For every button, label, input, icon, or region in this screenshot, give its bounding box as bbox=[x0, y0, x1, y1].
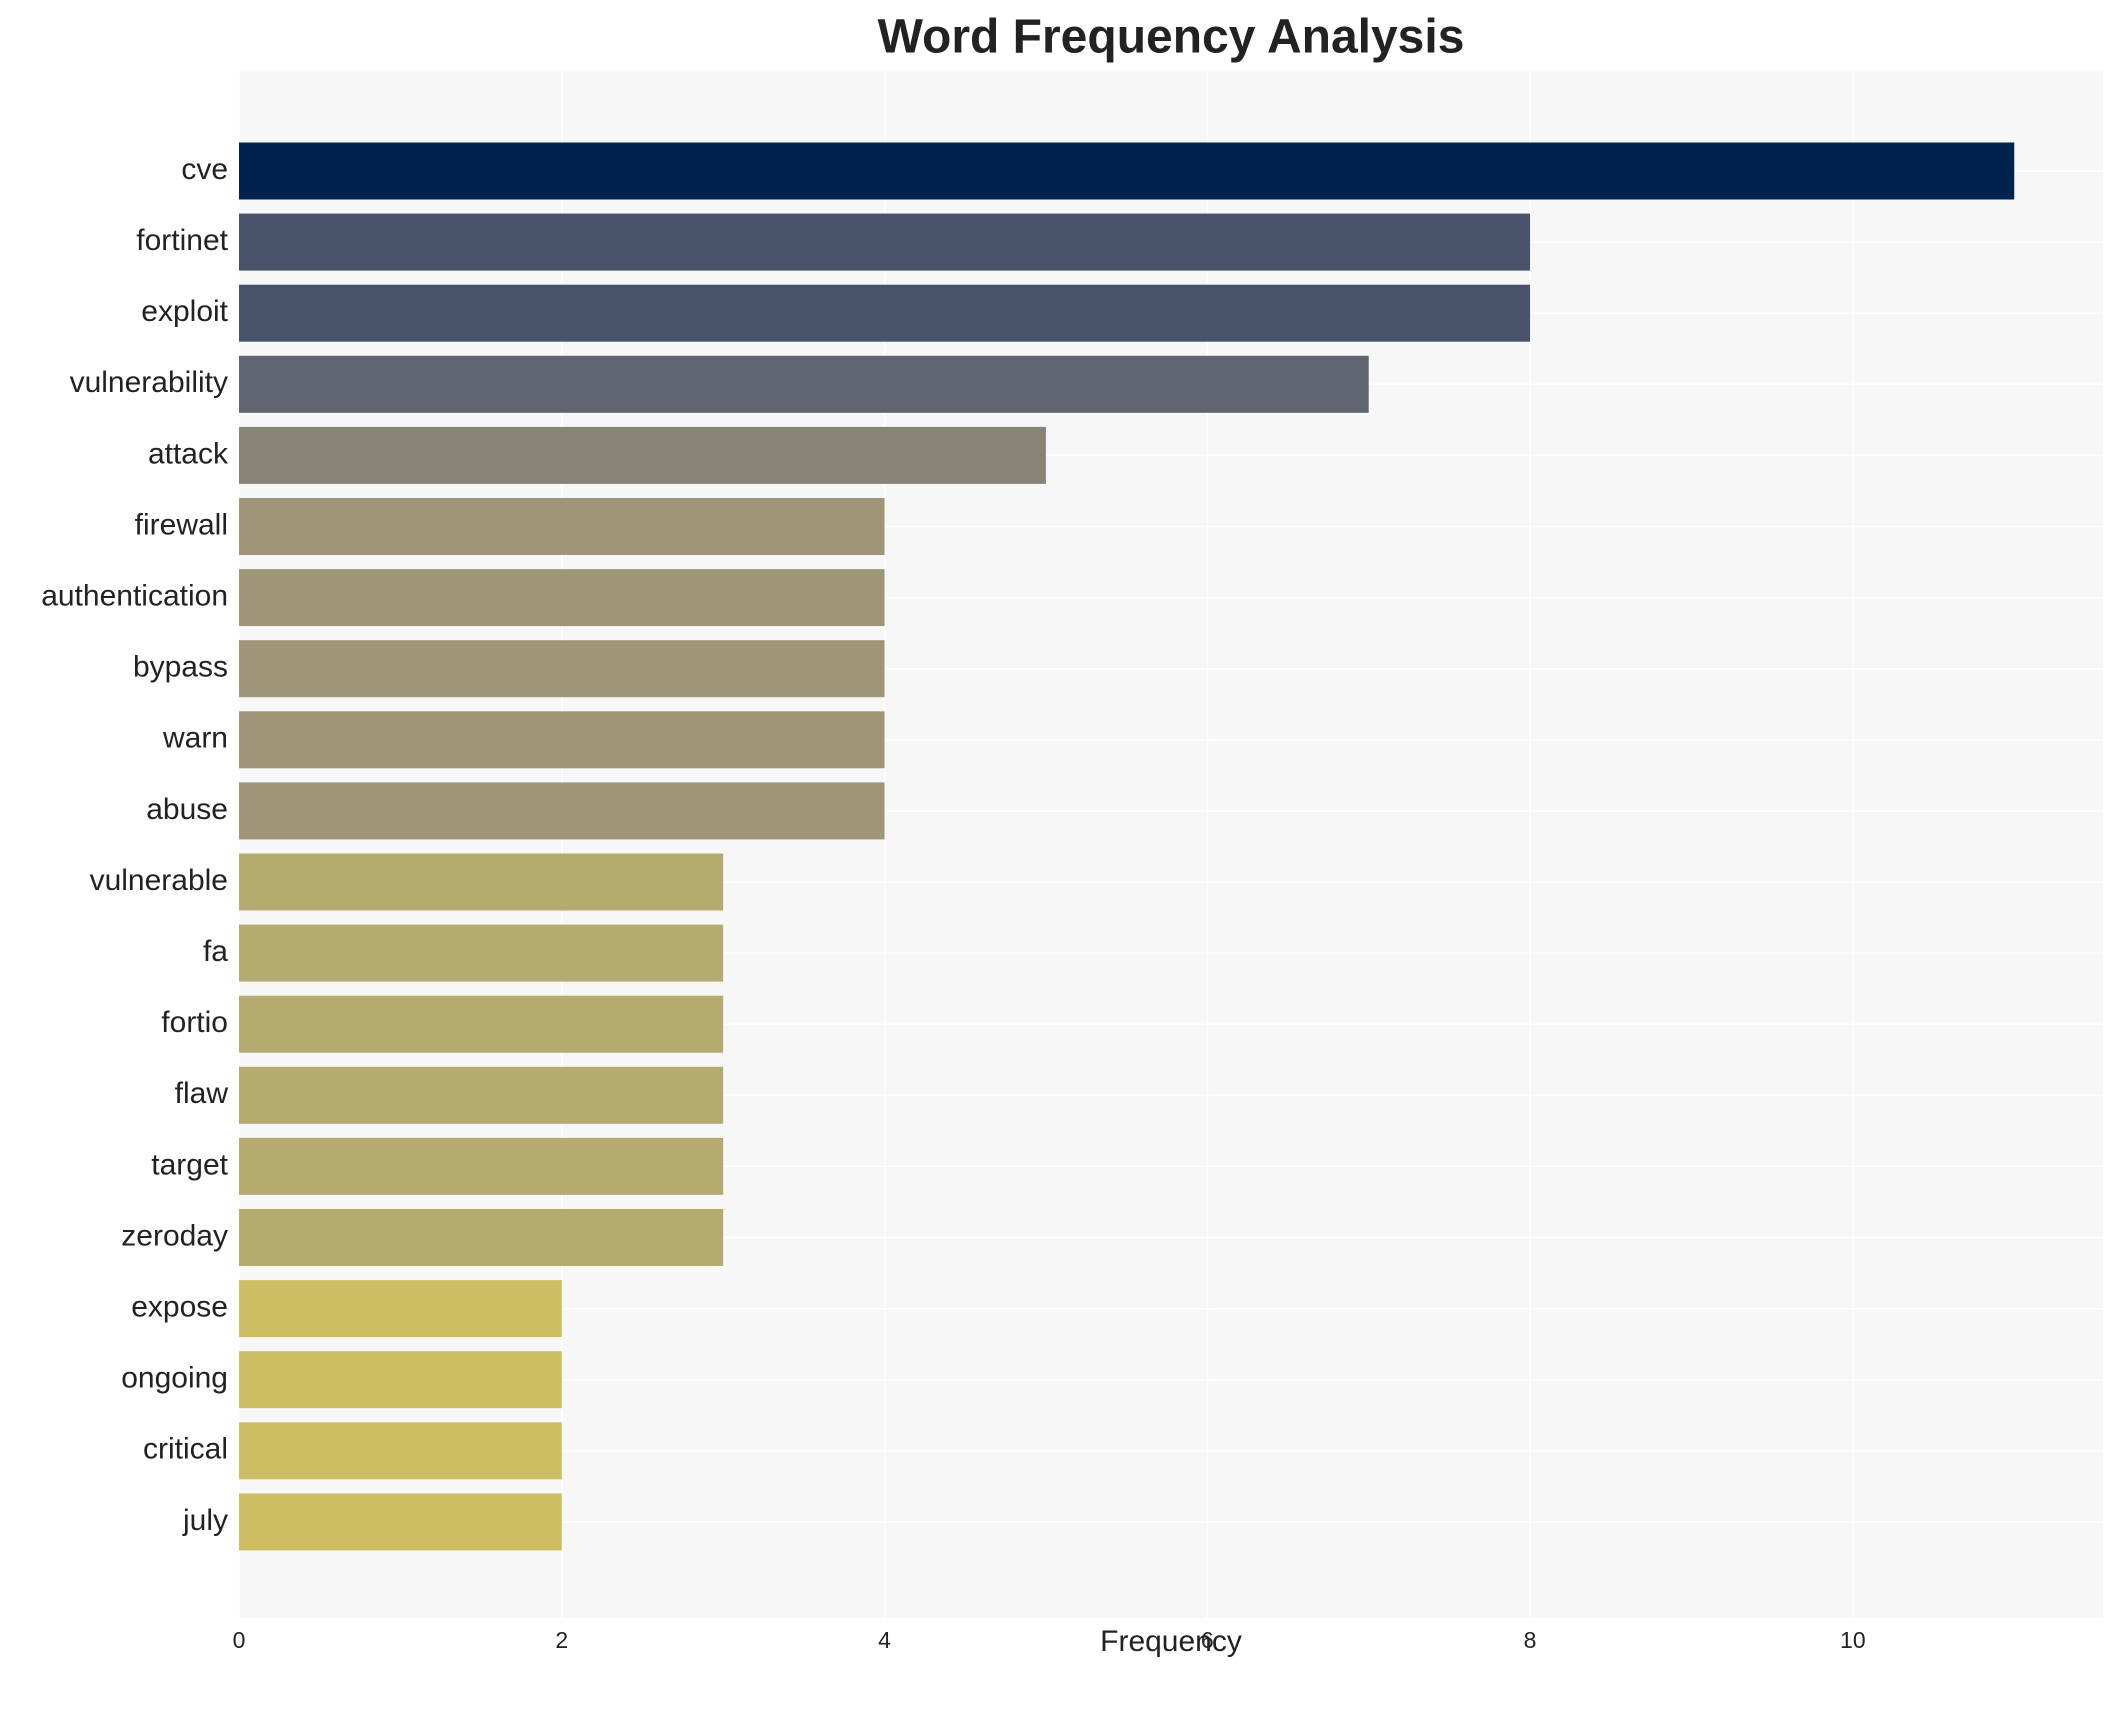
y-tick-label: abuse bbox=[146, 793, 228, 826]
bar bbox=[239, 284, 1531, 342]
y-tick-label: july bbox=[182, 1504, 228, 1537]
x-tick-label: 4 bbox=[878, 1627, 891, 1653]
bar bbox=[239, 853, 724, 911]
y-tick-label: firewall bbox=[135, 508, 228, 541]
x-tick-label: 0 bbox=[233, 1627, 246, 1653]
bar bbox=[239, 142, 2015, 200]
bar bbox=[239, 995, 724, 1053]
bar bbox=[239, 355, 1369, 413]
y-tick-label: bypass bbox=[133, 651, 228, 684]
y-tick-label: cve bbox=[181, 153, 228, 186]
y-tick-label: ongoing bbox=[121, 1362, 228, 1395]
y-tick-label: vulnerability bbox=[70, 366, 228, 399]
y-tick-label: warn bbox=[162, 722, 228, 755]
bar bbox=[239, 1422, 562, 1480]
bar bbox=[239, 924, 724, 982]
bar bbox=[239, 782, 885, 840]
y-tick-label: fortinet bbox=[136, 224, 228, 257]
bar bbox=[239, 1493, 562, 1551]
bar bbox=[239, 1066, 724, 1124]
bar bbox=[239, 1351, 562, 1409]
y-tick-label: fortio bbox=[161, 1006, 228, 1039]
x-axis-label: Frequency bbox=[1100, 1625, 1242, 1658]
y-tick-label: expose bbox=[131, 1291, 228, 1324]
x-tick-label: 8 bbox=[1524, 1627, 1537, 1653]
y-tick-label: exploit bbox=[141, 295, 228, 328]
chart-title: Word Frequency Analysis bbox=[878, 11, 1465, 64]
x-tick-label: 6 bbox=[1201, 1627, 1214, 1653]
y-tick-label: attack bbox=[148, 437, 229, 470]
x-tick-label: 2 bbox=[555, 1627, 568, 1653]
bar bbox=[239, 1209, 724, 1266]
bar bbox=[239, 1280, 562, 1338]
bar bbox=[239, 569, 885, 627]
bar bbox=[239, 640, 885, 698]
bar bbox=[239, 426, 1046, 484]
y-tick-label: zeroday bbox=[121, 1219, 228, 1252]
y-tick-label: fa bbox=[203, 935, 228, 968]
bar bbox=[239, 711, 885, 769]
y-tick-label: authentication bbox=[41, 580, 228, 613]
y-tick-label: target bbox=[151, 1148, 228, 1181]
y-tick-label: vulnerable bbox=[90, 864, 228, 897]
bar bbox=[239, 213, 1531, 271]
bar bbox=[239, 498, 885, 555]
y-tick-label: critical bbox=[143, 1433, 228, 1466]
y-tick-label: flaw bbox=[175, 1077, 229, 1110]
x-tick-label: 10 bbox=[1840, 1627, 1866, 1653]
bar bbox=[239, 1137, 724, 1195]
